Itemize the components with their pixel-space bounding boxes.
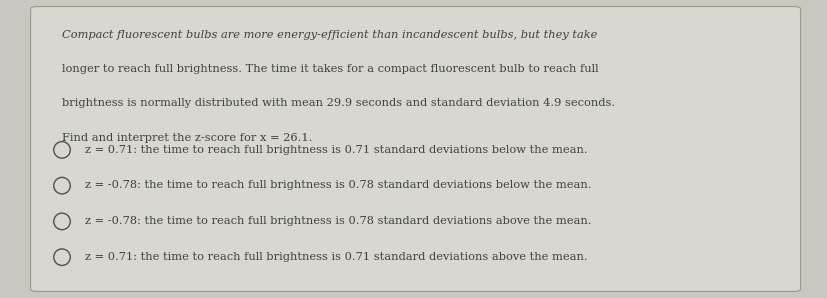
Text: longer to reach full brightness. The time it takes for a compact fluorescent bul: longer to reach full brightness. The tim… — [62, 64, 599, 74]
Text: z = -0.78: the time to reach full brightness is 0.78 standard deviations below t: z = -0.78: the time to reach full bright… — [85, 180, 591, 190]
Text: Compact fluorescent bulbs are more energy-efficient than incandescent bulbs, but: Compact fluorescent bulbs are more energ… — [62, 30, 597, 40]
Text: z = 0.71: the time to reach full brightness is 0.71 standard deviations below th: z = 0.71: the time to reach full brightn… — [85, 145, 588, 155]
Text: z = -0.78: the time to reach full brightness is 0.78 standard deviations above t: z = -0.78: the time to reach full bright… — [85, 216, 591, 226]
Text: Find and interpret the z-score for x = 26.1.: Find and interpret the z-score for x = 2… — [62, 133, 313, 143]
FancyBboxPatch shape — [31, 7, 801, 291]
Text: brightness is normally distributed with mean 29.9 seconds and standard deviation: brightness is normally distributed with … — [62, 98, 615, 108]
Text: z = 0.71: the time to reach full brightness is 0.71 standard deviations above th: z = 0.71: the time to reach full brightn… — [85, 252, 588, 262]
